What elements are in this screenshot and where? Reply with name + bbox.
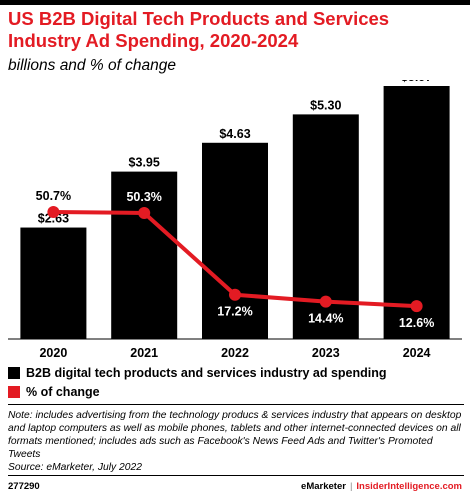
legend-swatch-spending — [8, 367, 20, 379]
change-value-label-2020: 50.7% — [36, 189, 71, 203]
legend-swatch-change — [8, 386, 20, 398]
x-tick-label-2020: 2020 — [39, 346, 67, 360]
bar-value-label-2020: $2.63 — [38, 212, 69, 226]
source-text: Source: eMarketer, July 2022 — [8, 462, 142, 473]
bar-2024 — [383, 86, 450, 339]
change-point-2023 — [319, 295, 332, 308]
brand-insider-intelligence: InsiderIntelligence.com — [356, 481, 462, 492]
change-value-label-2024: 12.6% — [399, 316, 434, 330]
note-divider — [8, 404, 464, 405]
x-tick-label-2022: 2022 — [221, 346, 249, 360]
x-tick-label-2021: 2021 — [130, 346, 158, 360]
legend-item-spending: B2B digital tech products and services i… — [8, 366, 464, 380]
x-tick-label-2023: 2023 — [312, 346, 340, 360]
change-value-label-2022: 17.2% — [217, 305, 252, 319]
chart-subtitle: billions and % of change — [8, 57, 177, 74]
change-value-label-2021: 50.3% — [126, 190, 161, 204]
chart-area: $2.63 2020 $3.95 2021 $4.63 2022 $5.30 2023 $5.9… — [8, 80, 462, 360]
note-text: Note: includes advertising from the tech… — [8, 410, 462, 460]
x-tick-label-2024: 2024 — [403, 346, 431, 360]
bar-value-label-2021: $3.95 — [129, 156, 160, 170]
bar-2022 — [202, 142, 268, 339]
legend-item-change: % of change — [8, 385, 464, 399]
brand-emarketer: eMarketer — [301, 481, 346, 492]
top-rule — [0, 0, 470, 5]
brand: eMarketer | InsiderIntelligence.com — [301, 481, 462, 492]
bar-value-label-2023: $5.30 — [310, 98, 341, 112]
legend-label-change: % of change — [26, 385, 100, 399]
change-point-2020 — [47, 206, 60, 218]
change-point-2021 — [138, 206, 151, 219]
bar-2020 — [20, 227, 87, 339]
bar-value-label-2022: $4.63 — [219, 127, 250, 141]
bar-value-label-2024: $5.97 — [401, 80, 432, 84]
legend-label-spending: B2B digital tech products and services i… — [26, 366, 387, 380]
chart-id: 277290 — [8, 481, 40, 492]
chart-title: US B2B Digital Tech Products and Service… — [8, 8, 390, 51]
bar-2021 — [111, 171, 178, 339]
footer-divider — [8, 475, 464, 476]
footer: 277290 eMarketer | InsiderIntelligence.com — [0, 478, 470, 498]
brand-separator: | — [349, 481, 353, 492]
chart-note: Note: includes advertising from the tech… — [8, 409, 466, 474]
change-point-2024 — [410, 300, 423, 313]
change-point-2022 — [229, 288, 241, 301]
change-value-label-2023: 14.4% — [308, 312, 343, 326]
